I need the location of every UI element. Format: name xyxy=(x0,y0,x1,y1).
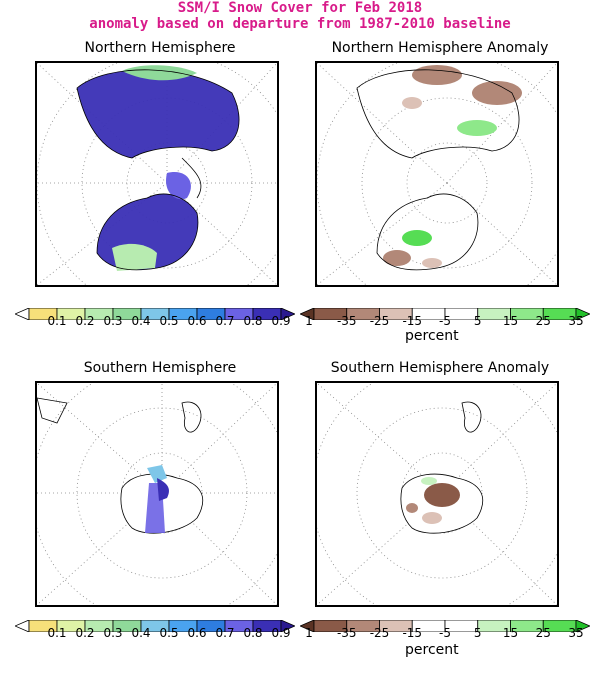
anomaly-southern-tick-label: 5 xyxy=(473,626,482,640)
anomaly-tick-label: -25 xyxy=(369,314,390,328)
snow-cover-colorbar-southern-low-arrow xyxy=(15,620,30,632)
anomaly-southern-tick-label: -5 xyxy=(439,626,451,640)
snow-cover-southern-tick-label: 0.4 xyxy=(131,626,151,640)
snow-cover-southern-tick-label: 0.3 xyxy=(103,626,123,640)
snow-cover-southern-tick-label: 0.8 xyxy=(243,626,263,640)
snow-cover-tick-label: 0.1 xyxy=(47,314,67,328)
anomaly-tick-label: 35 xyxy=(568,314,584,328)
snow-cover-southern-tick-label: 0.9 xyxy=(271,626,291,640)
nh-snow-cover-map xyxy=(35,61,279,287)
snow-cover-tick-label: 0.6 xyxy=(187,314,207,328)
snow-cover-tick-label: 0.8 xyxy=(243,314,263,328)
snow-cover-tick-label: 0.9 xyxy=(271,314,291,328)
snow-cover-tick-label: 0.7 xyxy=(215,314,235,328)
snow-cover-southern-tick-label: 0.1 xyxy=(47,626,67,640)
snow-cover-tick-label: 1 xyxy=(305,314,313,328)
anomaly-southern-tick-label: 15 xyxy=(502,626,519,640)
anomaly-colorbar xyxy=(300,308,590,320)
snow-cover-southern-tick-label: 1 xyxy=(305,626,313,640)
anomaly-tick-label: -15 xyxy=(402,314,423,328)
anomaly-tick-label: 15 xyxy=(502,314,519,328)
anomaly-southern-tick-label: 35 xyxy=(568,626,584,640)
snow-cover-colorbar-southern-high-arrow xyxy=(280,620,295,632)
snow-cover-colorbar xyxy=(15,308,295,320)
snow-cover-tick-label: 0.5 xyxy=(159,314,179,328)
anomaly-colorbar-high-arrow xyxy=(575,308,590,320)
nh-panel-title: Northern Hemisphere xyxy=(84,40,236,56)
snow-cover-tick-label: 0.4 xyxy=(131,314,151,328)
snow-cover-tick-label: 0.3 xyxy=(103,314,123,328)
snow-cover-southern-tick-label: 0.5 xyxy=(159,626,179,640)
snow-cover-tick-label: 0.2 xyxy=(75,314,95,328)
main-subtitle: anomaly based on departure from 1987-201… xyxy=(89,16,511,32)
anomaly-colorbar-southern xyxy=(300,620,590,632)
sh-anomaly-panel-title: Southern Hemisphere Anomaly xyxy=(330,360,550,376)
snow-cover-colorbar-southern xyxy=(15,620,295,632)
anomaly-unit-label-southern: percent xyxy=(405,642,459,658)
snow-cover-southern-tick-label: 0.7 xyxy=(215,626,235,640)
anomaly-unit-label: percent xyxy=(405,328,459,344)
anomaly-tick-label: -35 xyxy=(336,314,357,328)
anomaly-tick-label: 25 xyxy=(535,314,551,328)
sh-snow-cover-map xyxy=(35,381,279,607)
snow-cover-colorbar-low-arrow xyxy=(15,308,30,320)
nh-anomaly-panel-title: Northern Hemisphere Anomaly xyxy=(331,40,549,56)
main-title: SSM/I Snow Cover for Feb 2018 xyxy=(177,0,423,16)
anomaly-tick-label: -5 xyxy=(439,314,451,328)
anomaly-colorbar-southern-high-arrow xyxy=(575,620,590,632)
anomaly-tick-label: 5 xyxy=(473,314,482,328)
sh-panel-title: Southern Hemisphere xyxy=(83,360,237,376)
nh-anomaly-map xyxy=(315,61,559,287)
sh-anomaly-map xyxy=(315,381,559,607)
anomaly-southern-tick-label: -15 xyxy=(402,626,423,640)
snow-cover-southern-tick-label: 0.2 xyxy=(75,626,95,640)
snow-cover-colorbar-high-arrow xyxy=(280,308,295,320)
anomaly-southern-tick-label: 25 xyxy=(535,626,551,640)
snow-cover-southern-tick-label: 0.6 xyxy=(187,626,207,640)
anomaly-southern-tick-label: -35 xyxy=(336,626,357,640)
anomaly-southern-tick-label: -25 xyxy=(369,626,390,640)
